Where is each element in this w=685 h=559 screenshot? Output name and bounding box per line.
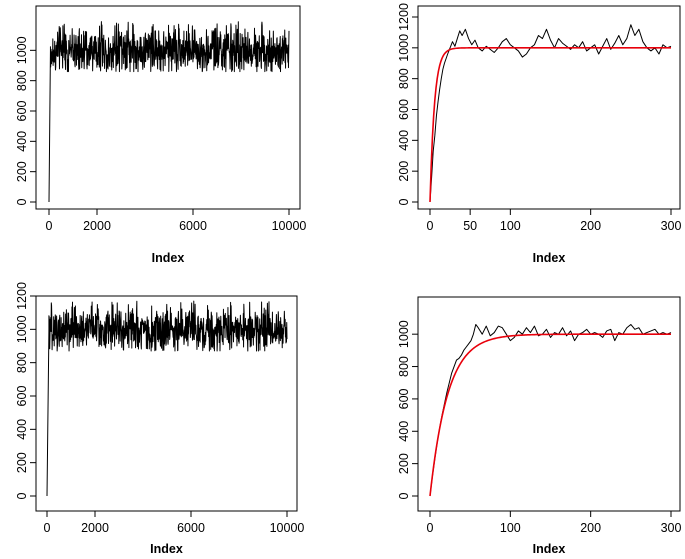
fitted-curve-line — [429, 47, 671, 203]
panel-bottom-right: 0 100 200 300 0 200 400 600 800 1000 Index — [397, 296, 682, 556]
x-tick-label: 2000 — [81, 521, 109, 535]
panel-top-left: 0 2000 6000 10000 0 200 400 600 800 1000 Index — [15, 5, 307, 265]
panel-top-right: 0 50 100 200 300 0 200 400 600 800 1000 1200 Index — [397, 3, 681, 265]
data-trace-line — [429, 323, 672, 497]
x-tick-label: 6000 — [179, 219, 207, 233]
x-tick-label: 200 — [580, 219, 601, 233]
data-trace-line — [46, 300, 288, 497]
x-tick-label: 0 — [427, 219, 434, 233]
y-tick-label: 200 — [397, 453, 411, 474]
x-tick-label: 10000 — [272, 219, 307, 233]
y-tick-label: 800 — [15, 70, 29, 91]
x-axis-title: Index — [533, 251, 566, 265]
x-tick-label: 10000 — [270, 521, 305, 535]
y-tick-label: 600 — [15, 101, 29, 122]
y-tick-label: 0 — [15, 492, 29, 499]
x-tick-label: 100 — [500, 521, 521, 535]
y-tick-label: 1200 — [397, 3, 411, 31]
y-tick-label: 600 — [397, 388, 411, 409]
x-tick-label: 2000 — [83, 219, 111, 233]
y-tick-label: 600 — [397, 99, 411, 120]
plot-frame — [417, 296, 681, 512]
y-tick-label: 0 — [397, 492, 411, 499]
plot-frame — [417, 5, 681, 210]
y-tick-label: 200 — [15, 161, 29, 182]
x-tick-label: 300 — [661, 521, 682, 535]
y-tick-label: 1000 — [397, 320, 411, 348]
y-tick-label: 1000 — [397, 34, 411, 62]
y-tick-label: 400 — [397, 421, 411, 442]
y-tick-label: 200 — [15, 452, 29, 473]
x-axis-title: Index — [150, 542, 183, 556]
y-tick-label: 1000 — [15, 36, 29, 64]
plot-frame — [35, 295, 298, 512]
plot-frame — [35, 5, 301, 210]
y-tick-label: 400 — [15, 131, 29, 152]
data-trace-line — [48, 21, 290, 203]
x-tick-label: 6000 — [177, 521, 205, 535]
y-tick-label: 1200 — [15, 282, 29, 310]
y-tick-label: 800 — [397, 356, 411, 377]
y-tick-label: 800 — [15, 352, 29, 373]
x-tick-label: 0 — [46, 219, 53, 233]
x-tick-label: 100 — [500, 219, 521, 233]
y-tick-label: 400 — [397, 130, 411, 151]
y-tick-label: 0 — [15, 198, 29, 205]
x-axis-title: Index — [152, 251, 185, 265]
y-tick-label: 0 — [397, 198, 411, 205]
y-tick-label: 400 — [15, 419, 29, 440]
y-tick-label: 200 — [397, 161, 411, 182]
y-tick-label: 1000 — [15, 315, 29, 343]
y-tick-label: 800 — [397, 68, 411, 89]
x-tick-label: 300 — [661, 219, 682, 233]
panel-bottom-left: 0 2000 6000 10000 0 200 400 600 800 1000 1200 Index — [15, 282, 304, 556]
fitted-curve-line — [429, 333, 671, 497]
x-tick-label: 50 — [463, 219, 477, 233]
x-tick-label: 200 — [580, 521, 601, 535]
x-tick-label: 0 — [44, 521, 51, 535]
x-tick-label: 0 — [427, 521, 434, 535]
data-trace-line — [429, 24, 672, 203]
x-axis-title: Index — [533, 542, 566, 556]
y-tick-label: 600 — [15, 386, 29, 407]
